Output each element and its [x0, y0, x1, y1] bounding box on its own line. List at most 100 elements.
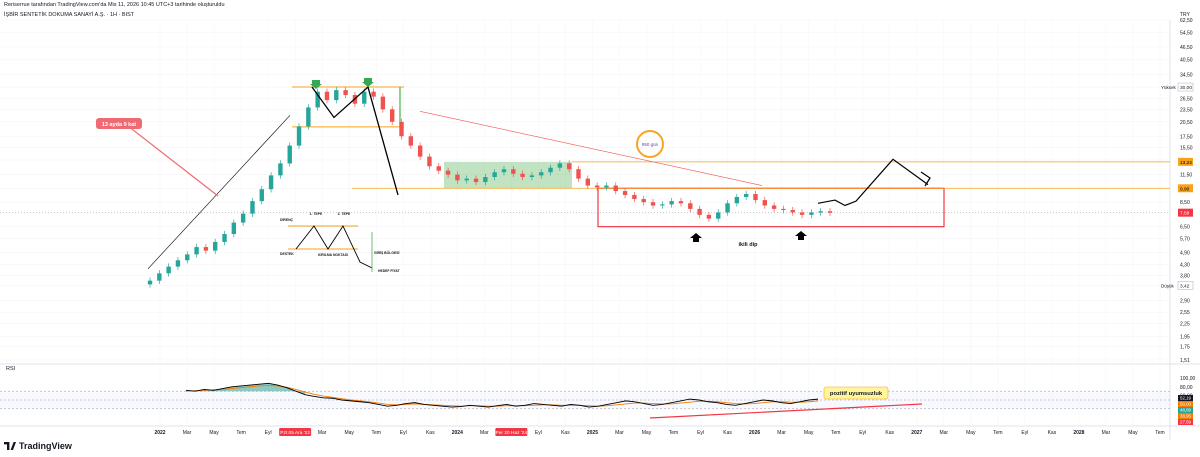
rsi-title: RSI [6, 366, 16, 372]
diagram-label: 2. TEPE [338, 212, 351, 216]
levels-layer [0, 86, 1170, 213]
candle-body [762, 200, 767, 206]
candle-body [324, 91, 330, 101]
currency-label: TRY [1180, 12, 1191, 18]
candle-body [688, 203, 693, 209]
drawings-layer [147, 78, 931, 272]
time-marker-label: Pzt 05 Ara '22 [280, 430, 310, 436]
candle-body [706, 214, 712, 219]
candle-body [781, 208, 786, 211]
time-tick-label: May [344, 430, 354, 436]
time-tick-label: Kas [561, 430, 570, 436]
time-tick-label: Tem [831, 430, 840, 436]
time-tick-label: Eyl [265, 430, 272, 436]
price-tick-label: 62,50 [1180, 18, 1193, 24]
candle-body [650, 202, 656, 206]
rsi-badge [1178, 413, 1193, 419]
time-tick-label: Tem [236, 430, 245, 436]
candle-body [594, 185, 600, 188]
time-tick-label: 2026 [749, 430, 760, 436]
price-tick-label: 17,50 [1180, 134, 1193, 140]
time-tick-label: 2028 [1073, 430, 1084, 436]
candle-body [147, 280, 153, 285]
diagram-label: DESTEK [280, 252, 294, 256]
candle-body [306, 107, 311, 127]
symbol-line[interactable]: İŞBİR SENTETİK DOKUMA SANAYİ A.Ş. · 1H ·… [4, 12, 135, 18]
divergence-label: pozitif uyumsuzluk [830, 391, 883, 397]
rsi-badge [1178, 407, 1193, 413]
candle-body [809, 212, 814, 215]
price-badge-caption: Yüksek [1161, 85, 1177, 90]
candle-body [343, 90, 348, 95]
tradingview-logo[interactable]: TradingView [4, 441, 72, 451]
diagram-label: GİRİŞ BÖLGESİ [374, 250, 399, 255]
candle-body [529, 175, 535, 178]
price-axis[interactable]: 62,50 54,50 46,50 40,50 34,50 30,00 26,50 23,50… [1161, 12, 1194, 364]
price-tick-label: 11,50 [1180, 173, 1192, 179]
diagram-label: 1. TEPE [310, 212, 323, 216]
price-tick-label: 26,50 [1180, 96, 1193, 102]
time-marker-label: Per 20 Haz '24 [496, 430, 528, 436]
rsi-tick-label: 80,00 [1180, 385, 1193, 391]
candle-body [259, 189, 264, 202]
candle-body [240, 213, 246, 223]
time-tick-label: Tem [371, 430, 380, 436]
candle-body [622, 191, 628, 195]
candle-body [716, 212, 721, 219]
price-tick-label: 54,50 [1180, 31, 1193, 37]
price-tick-label: 1,75 [1180, 345, 1190, 351]
time-axis[interactable]: 2022 Mar May Tem Eyl Pzt 05 Ara '22 Mar May Tem E… [154, 428, 1165, 436]
annotations-layer: 13 ayda 9 kat 950 gün ikili dip 1. TEPE 2. T… [96, 118, 758, 273]
up-arrow-icon [795, 231, 807, 240]
price-tick-label: 23,50 [1180, 107, 1193, 113]
candle-body [222, 234, 227, 242]
time-tick-label: 2027 [911, 430, 922, 436]
rsi-badge-value: 52,19 [1180, 396, 1192, 401]
candle-body [566, 163, 572, 170]
candle-body [613, 185, 618, 192]
time-tick-label: Tem [1155, 430, 1164, 436]
rsi-tick-label: 100,00 [1180, 376, 1196, 382]
time-tick-label: Eyl [1021, 430, 1028, 436]
diagram-label: HEDEF FİYAT [378, 269, 401, 273]
candle-body [389, 109, 395, 122]
trend-arrow-line [147, 115, 291, 269]
rsi-ma-line [185, 385, 819, 407]
candle-body [576, 169, 581, 179]
down-arrow-icon [310, 80, 322, 89]
candle-body [380, 96, 386, 110]
callout-label: 13 ayda 9 kat [102, 122, 136, 128]
price-badge-value: 7,58 [1180, 211, 1190, 217]
grid [0, 19, 1200, 440]
candle-body [362, 91, 367, 104]
rsi-badge-value: 48,89 [1180, 408, 1192, 413]
divergence-line [649, 403, 923, 419]
zones-layer [444, 161, 945, 228]
rsi-line [185, 382, 819, 408]
time-marker-badge [495, 428, 528, 436]
price-tick-label: 8,50 [1180, 200, 1190, 206]
price-tick-label: 4,90 [1180, 251, 1190, 257]
diagram-label: DİRENÇ [280, 218, 294, 222]
price-tick-label: 40,50 [1180, 58, 1193, 64]
candle-body [455, 174, 460, 181]
time-tick-label: Mar [777, 430, 786, 436]
time-marker-badge [279, 428, 312, 436]
candle-body [408, 136, 414, 146]
price-tick-label: 34,50 [1180, 72, 1193, 78]
candle-body [213, 241, 218, 251]
price-tick-label: 15,50 [1180, 145, 1193, 151]
candle-body [604, 185, 609, 188]
time-tick-label: Eyl [400, 430, 407, 436]
candle-body [166, 266, 171, 274]
price-badge [1178, 184, 1193, 193]
price-tick-label: 3,80 [1180, 274, 1190, 280]
time-tick-label: Mar [939, 430, 948, 436]
candle-body [231, 222, 237, 235]
projection-path [817, 158, 929, 207]
candle-body [771, 205, 777, 209]
time-tick-label: May [209, 430, 219, 436]
double-top-path [311, 85, 399, 196]
